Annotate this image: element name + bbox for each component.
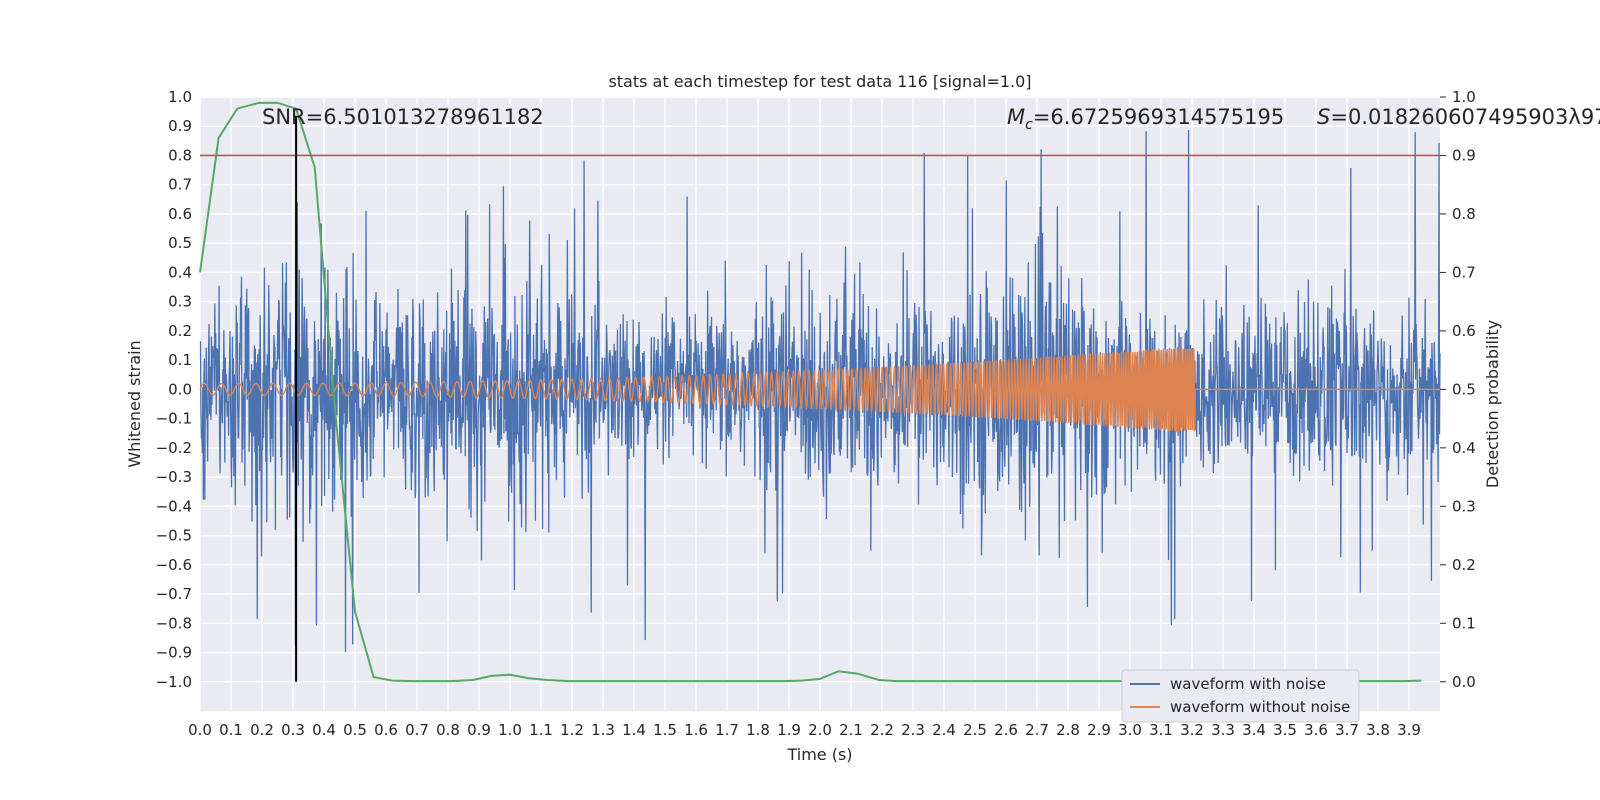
x-tick-label: 0.6	[374, 721, 398, 739]
y-tick-label: 0.1	[168, 351, 192, 369]
y2-axis-label: Detection probability	[1483, 320, 1502, 488]
y-tick-label: 0.5	[168, 234, 192, 252]
y-tick-label: 0.9	[168, 117, 192, 135]
y-tick-label: −0.7	[156, 585, 192, 603]
y2-tick-label: 1.0	[1452, 88, 1476, 106]
legend-box	[1121, 669, 1360, 723]
y2-tick-label: 0.0	[1452, 673, 1476, 691]
y-tick-label: −1.0	[156, 673, 192, 691]
y2-tick-label: 0.5	[1452, 380, 1476, 398]
y-tick-label: −0.8	[156, 614, 192, 632]
y2-tick-label: 0.4	[1452, 439, 1476, 457]
y2-tick-label: 0.6	[1452, 322, 1476, 340]
y2-tick-label: 0.2	[1452, 556, 1476, 574]
noise-waveform-line	[199, 129, 1441, 653]
x-tick-label: 1.1	[529, 721, 553, 739]
x-tick-label: 2.1	[839, 721, 863, 739]
x-tick-label: 1.3	[591, 721, 615, 739]
y-tick-label: 0.3	[168, 293, 192, 311]
y-tick-label: −0.4	[156, 497, 192, 515]
x-tick-label: 0.3	[281, 721, 305, 739]
x-tick-label: 3.2	[1180, 721, 1204, 739]
x-tick-label: 1.0	[498, 721, 522, 739]
y2-tick-label: 0.7	[1452, 263, 1476, 281]
y-tick-label: 0.4	[168, 263, 192, 281]
y-tick-label: 0.7	[168, 176, 192, 194]
y2-tick-label: 0.1	[1452, 614, 1476, 632]
legend-label-clean: waveform without noise	[1170, 698, 1350, 716]
s-annotation: S=0.018260607495903λ97	[1317, 105, 1600, 129]
chart-title: stats at each timestep for test data 116…	[608, 72, 1031, 91]
x-tick-label: 1.6	[684, 721, 708, 739]
s-symbol: S	[1317, 105, 1330, 129]
x-tick-label: 1.5	[653, 721, 677, 739]
y-tick-label: 1.0	[168, 88, 192, 106]
legend-label-noise: waveform with noise	[1170, 675, 1326, 693]
y-tick-label: 0.6	[168, 205, 192, 223]
chirp-mass-value: =6.6725969314575195	[1033, 105, 1284, 129]
y-tick-label: 0.0	[168, 380, 192, 398]
y-axis-label: Whitened strain	[125, 340, 144, 467]
chirp-mass-symbol: M	[1007, 105, 1025, 129]
x-tick-label: 1.7	[715, 721, 739, 739]
snr-annotation: SNR=6.501013278961182	[262, 105, 544, 129]
y-tick-label: −0.3	[156, 468, 192, 486]
x-tick-label: 3.5	[1273, 721, 1297, 739]
x-tick-label: 2.6	[994, 721, 1018, 739]
x-tick-label: 1.2	[560, 721, 584, 739]
x-tick-label: 1.8	[746, 721, 770, 739]
x-tick-label: 3.7	[1335, 721, 1359, 739]
y-tick-labels: −1.0 −0.9 −0.8 −0.7 −0.6 −0.5 −0.4 −0.3 −0.2 −0.1…	[156, 88, 192, 691]
y-tick-label: 0.8	[168, 146, 192, 164]
x-tick-label: 2.8	[1056, 721, 1080, 739]
legend: waveform with noise waveform without noi…	[1121, 669, 1360, 723]
y2-tick-label: 0.9	[1452, 146, 1476, 164]
x-tick-label: 3.9	[1397, 721, 1421, 739]
chirp-mass-annotation: Mc=6.6725969314575195	[1007, 105, 1284, 133]
x-tick-label: 0.4	[312, 721, 336, 739]
x-tick-label: 0.5	[343, 721, 367, 739]
x-tick-label: 3.1	[1149, 721, 1173, 739]
y-tick-label: −0.5	[156, 527, 192, 545]
x-tick-label: 2.5	[963, 721, 987, 739]
x-tick-label: 3.4	[1242, 721, 1266, 739]
clean-waveform-line	[199, 347, 1440, 432]
x-tick-label: 0.8	[436, 721, 460, 739]
x-tick-label: 1.4	[622, 721, 646, 739]
y2-tick-label: 0.8	[1452, 205, 1476, 223]
y-tick-label: −0.6	[156, 556, 192, 574]
y-tick-label: −0.9	[156, 644, 192, 662]
s-value: =0.018260607495903λ97	[1330, 105, 1600, 129]
x-tick-label: 3.6	[1304, 721, 1328, 739]
x-tick-label: 3.3	[1211, 721, 1235, 739]
x-tick-label: 0.7	[405, 721, 429, 739]
x-tick-label: 2.9	[1087, 721, 1111, 739]
x-tick-label: 0.9	[467, 721, 491, 739]
y-tick-label: −0.2	[156, 439, 192, 457]
x-tick-label: 0.1	[219, 721, 243, 739]
x-tick-label: 2.3	[901, 721, 925, 739]
x-tick-label: 2.7	[1025, 721, 1049, 739]
y2-tick-labels: 0.0 0.1 0.2 0.3 0.4 0.5 0.6 0.7 0.8 0.9 1.0	[1440, 88, 1476, 691]
x-tick-label: 0.2	[250, 721, 274, 739]
y2-tick-label: 0.3	[1452, 497, 1476, 515]
x-axis-label: Time (s)	[786, 745, 852, 764]
x-tick-label: 3.0	[1118, 721, 1142, 739]
chirp-mass-subscript: c	[1025, 117, 1033, 133]
x-tick-labels: 0.0 0.1 0.2 0.3 0.4 0.5 0.6 0.7 0.8 0.9 1.0 1.1 1.2 1…	[188, 721, 1421, 739]
x-tick-label: 2.4	[932, 721, 956, 739]
x-tick-label: 2.0	[808, 721, 832, 739]
x-tick-label: 2.2	[870, 721, 894, 739]
x-tick-label: 0.0	[188, 721, 212, 739]
y-tick-label: 0.2	[168, 322, 192, 340]
x-tick-label: 1.9	[777, 721, 801, 739]
y-tick-label: −0.1	[156, 410, 192, 428]
x-tick-label: 3.8	[1366, 721, 1390, 739]
